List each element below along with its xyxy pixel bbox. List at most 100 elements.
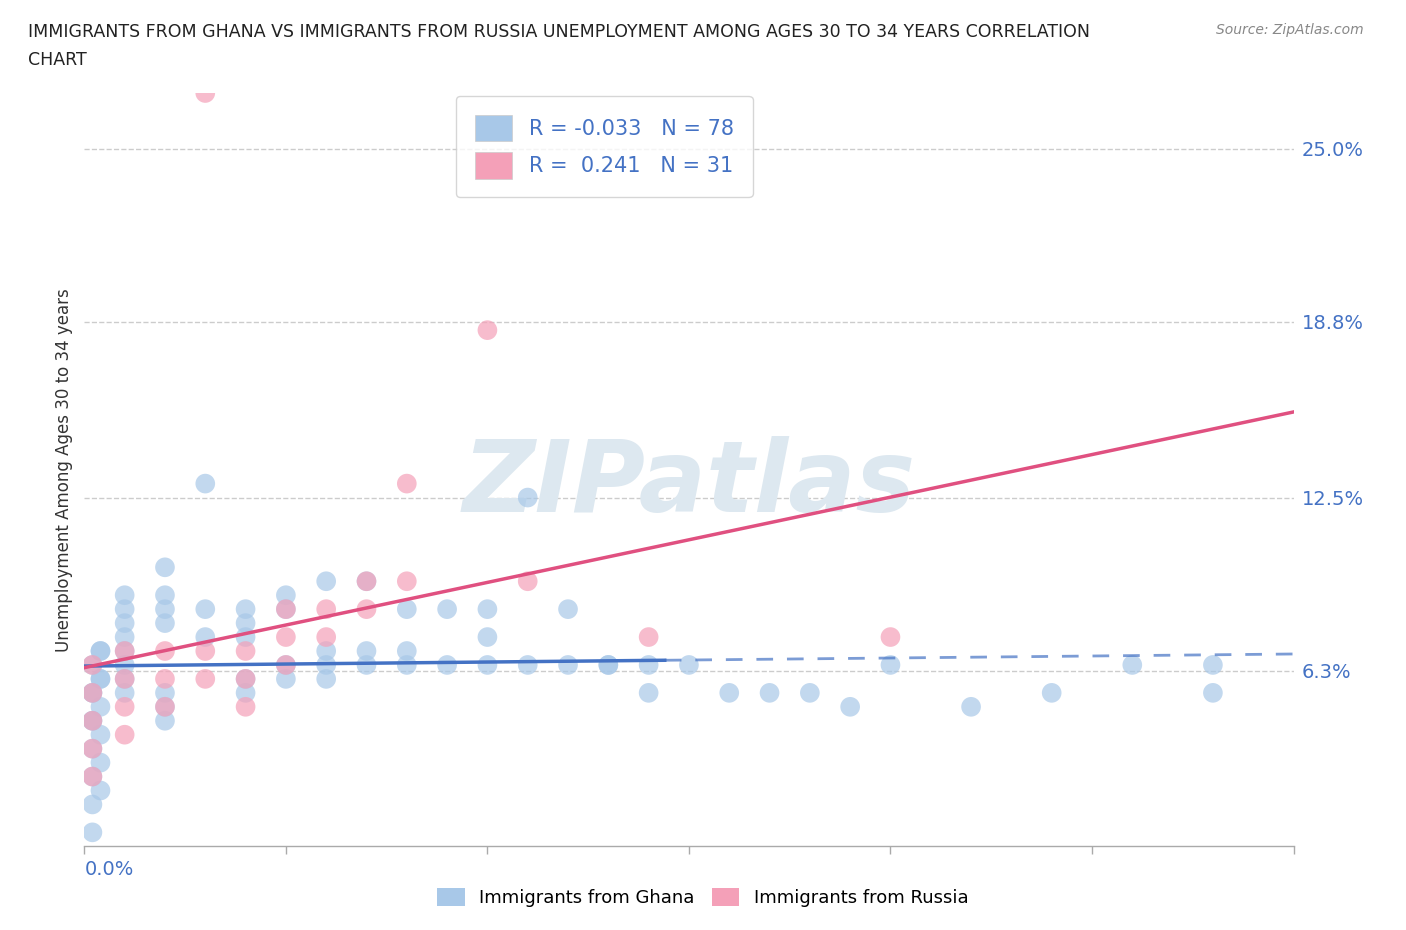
Immigrants from Russia [194,644,217,658]
Immigrants from Ghana [477,602,499,617]
Immigrants from Russia [235,644,257,658]
Immigrants from Ghana [436,602,458,617]
Immigrants from Ghana [477,630,499,644]
Text: IMMIGRANTS FROM GHANA VS IMMIGRANTS FROM RUSSIA UNEMPLOYMENT AMONG AGES 30 TO 34: IMMIGRANTS FROM GHANA VS IMMIGRANTS FROM… [28,23,1090,41]
Immigrants from Russia [114,671,136,686]
Immigrants from Ghana [799,685,821,700]
Immigrants from Ghana [395,658,418,672]
Immigrants from Ghana [89,699,111,714]
Immigrants from Ghana [678,658,700,672]
Immigrants from Ghana [758,685,780,700]
Immigrants from Russia [114,644,136,658]
Immigrants from Ghana [89,755,111,770]
Immigrants from Ghana [82,769,104,784]
Immigrants from Ghana [153,713,176,728]
Immigrants from Russia [637,630,659,644]
Immigrants from Ghana [82,797,104,812]
Immigrants from Ghana [114,685,136,700]
Immigrants from Ghana [153,560,176,575]
Immigrants from Ghana [82,658,104,672]
Immigrants from Ghana [235,616,257,631]
Immigrants from Ghana [235,671,257,686]
Immigrants from Ghana [637,685,659,700]
Immigrants from Russia [395,476,418,491]
Immigrants from Ghana [395,644,418,658]
Immigrants from Russia [274,658,297,672]
Immigrants from Ghana [315,574,337,589]
Immigrants from Russia [114,699,136,714]
Immigrants from Russia [356,574,378,589]
Immigrants from Russia [82,713,104,728]
Immigrants from Ghana [436,658,458,672]
Immigrants from Ghana [557,658,579,672]
Immigrants from Ghana [153,588,176,603]
Immigrants from Ghana [356,644,378,658]
Immigrants from Ghana [82,713,104,728]
Immigrants from Ghana [82,825,104,840]
Text: CHART: CHART [28,51,87,69]
Y-axis label: Unemployment Among Ages 30 to 34 years: Unemployment Among Ages 30 to 34 years [55,287,73,652]
Immigrants from Russia [82,769,104,784]
Immigrants from Ghana [114,588,136,603]
Immigrants from Russia [194,86,217,100]
Immigrants from Ghana [315,644,337,658]
Immigrants from Ghana [114,602,136,617]
Immigrants from Ghana [89,644,111,658]
Immigrants from Ghana [114,616,136,631]
Immigrants from Ghana [89,671,111,686]
Immigrants from Ghana [235,602,257,617]
Immigrants from Russia [315,602,337,617]
Immigrants from Russia [235,671,257,686]
Immigrants from Ghana [315,658,337,672]
Immigrants from Ghana [1202,658,1225,672]
Immigrants from Ghana [114,630,136,644]
Immigrants from Russia [235,699,257,714]
Immigrants from Ghana [194,476,217,491]
Immigrants from Ghana [637,658,659,672]
Immigrants from Russia [315,630,337,644]
Legend: R = -0.033   N = 78, R =  0.241   N = 31: R = -0.033 N = 78, R = 0.241 N = 31 [456,96,752,197]
Immigrants from Ghana [356,658,378,672]
Immigrants from Ghana [960,699,983,714]
Immigrants from Ghana [879,658,901,672]
Immigrants from Ghana [516,490,538,505]
Immigrants from Russia [82,741,104,756]
Immigrants from Ghana [82,713,104,728]
Immigrants from Russia [153,644,176,658]
Immigrants from Ghana [557,602,579,617]
Immigrants from Ghana [395,602,418,617]
Immigrants from Ghana [82,741,104,756]
Immigrants from Russia [516,574,538,589]
Immigrants from Ghana [598,658,620,672]
Immigrants from Ghana [82,685,104,700]
Immigrants from Ghana [1121,658,1143,672]
Immigrants from Ghana [89,671,111,686]
Immigrants from Russia [395,574,418,589]
Immigrants from Russia [194,671,217,686]
Immigrants from Ghana [274,658,297,672]
Immigrants from Russia [477,323,499,338]
Immigrants from Ghana [356,574,378,589]
Immigrants from Russia [274,602,297,617]
Immigrants from Russia [356,602,378,617]
Immigrants from Ghana [315,671,337,686]
Immigrants from Russia [153,671,176,686]
Text: ZIPatlas: ZIPatlas [463,436,915,533]
Immigrants from Ghana [89,644,111,658]
Immigrants from Ghana [516,658,538,672]
Immigrants from Ghana [477,658,499,672]
Immigrants from Russia [82,658,104,672]
Immigrants from Ghana [114,658,136,672]
Immigrants from Ghana [274,588,297,603]
Immigrants from Ghana [89,727,111,742]
Immigrants from Ghana [153,616,176,631]
Immigrants from Russia [879,630,901,644]
Immigrants from Ghana [274,671,297,686]
Immigrants from Ghana [153,699,176,714]
Immigrants from Russia [274,630,297,644]
Immigrants from Ghana [1202,685,1225,700]
Immigrants from Ghana [235,630,257,644]
Immigrants from Russia [153,699,176,714]
Immigrants from Russia [82,685,104,700]
Immigrants from Ghana [153,602,176,617]
